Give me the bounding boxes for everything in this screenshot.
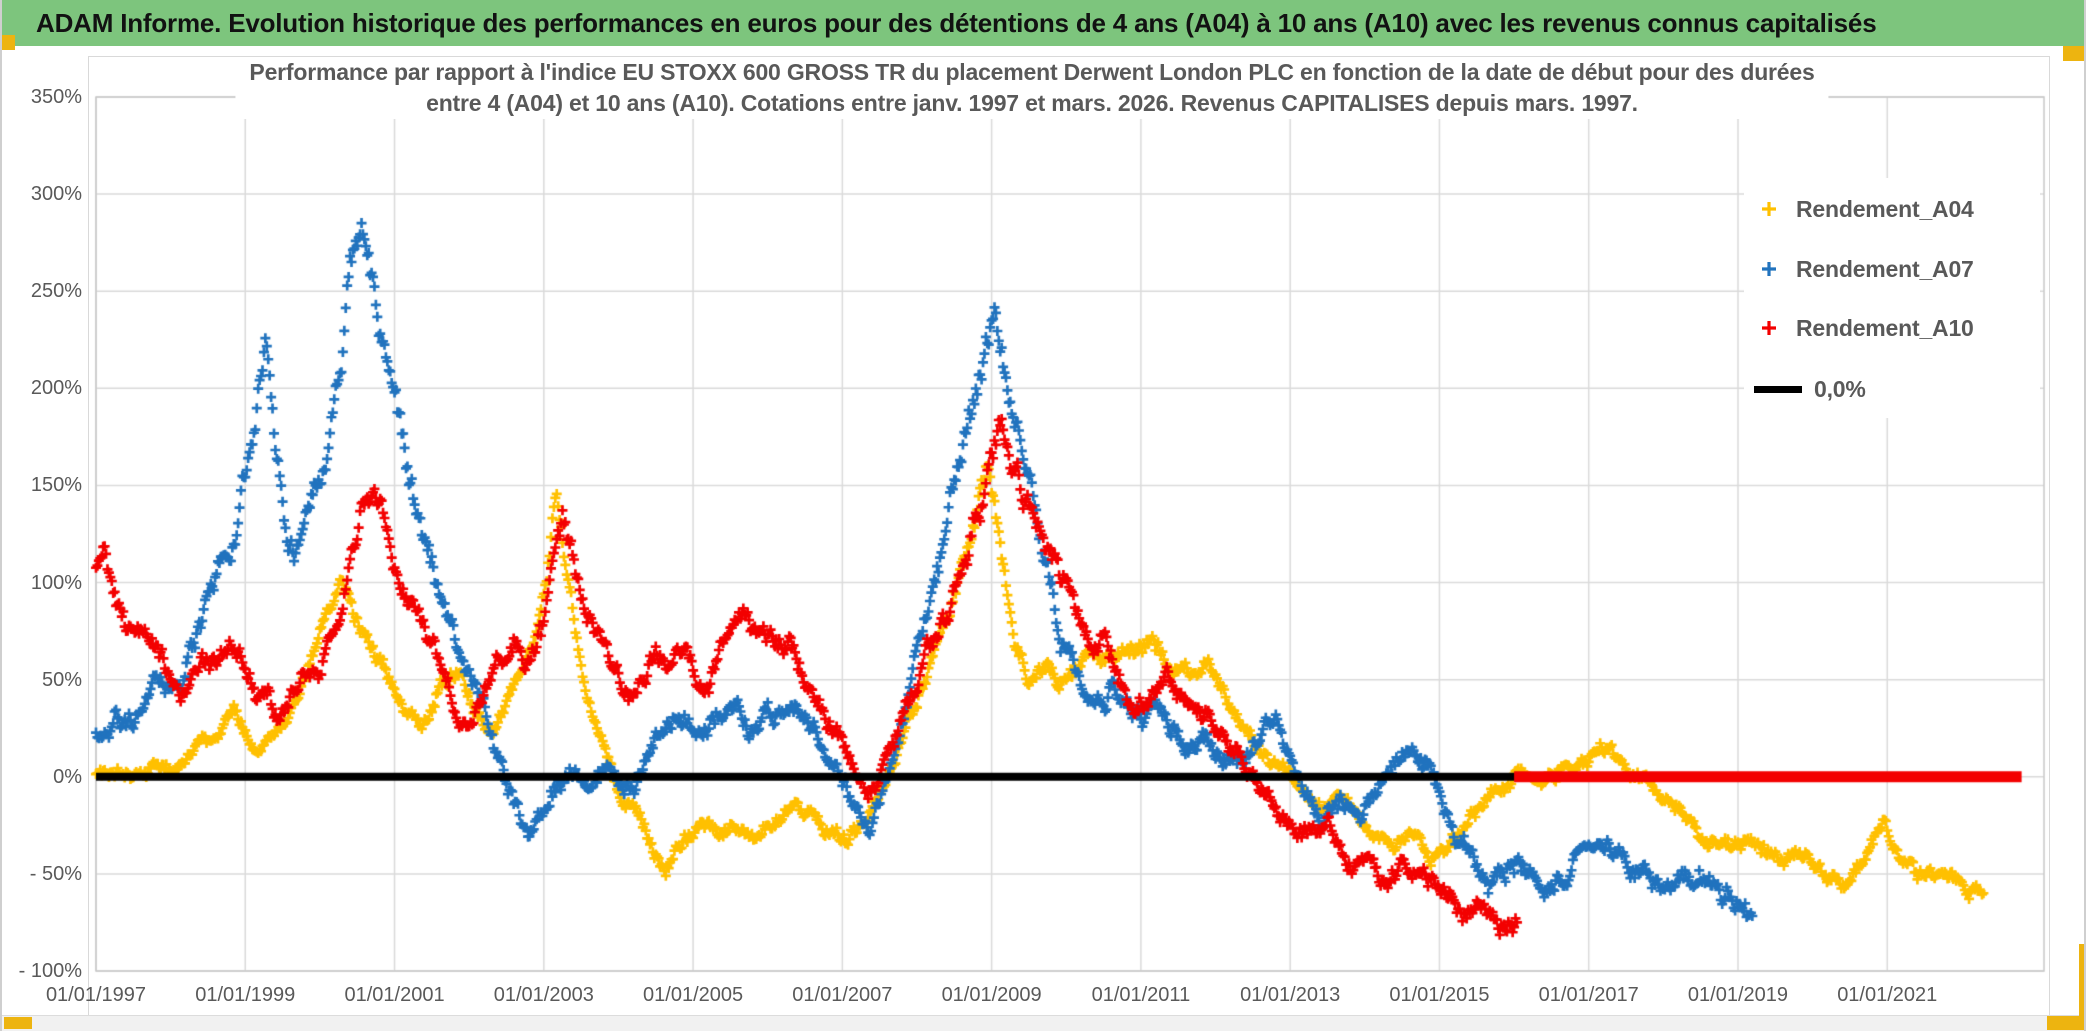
y-tick-label: 50% bbox=[41, 668, 82, 691]
legend-label: 0,0% bbox=[1814, 375, 1866, 402]
frame-accent-top-right bbox=[2063, 46, 2084, 61]
y-tick-label: 0% bbox=[53, 765, 82, 788]
x-tick-label: 01/01/2015 bbox=[1389, 984, 1490, 1006]
chart-title-line1: Performance par rapport à l'indice EU ST… bbox=[249, 59, 1815, 85]
plus-marker-icon bbox=[1762, 321, 1776, 335]
x-tick-label: 01/01/2021 bbox=[1837, 984, 1938, 1006]
y-tick-label: 350% bbox=[30, 86, 82, 108]
frame-accent-bottom-right bbox=[2047, 1016, 2084, 1030]
x-tick-label: 01/01/2019 bbox=[1687, 984, 1789, 1006]
legend-item-rendement-a04: Rendement_A04 bbox=[1752, 194, 1974, 224]
y-tick-label: 150% bbox=[30, 474, 82, 497]
x-tick-label: 01/01/2017 bbox=[1538, 984, 1639, 1006]
x-tick-label: 01/01/2005 bbox=[643, 984, 744, 1006]
x-tick-label: 01/01/2009 bbox=[941, 984, 1042, 1006]
x-tick-label: 01/01/1997 bbox=[45, 984, 147, 1006]
x-tick-label: 01/01/2007 bbox=[792, 984, 893, 1006]
frame-accent-bottom-left bbox=[4, 1017, 32, 1029]
y-tick-label: 200% bbox=[30, 377, 82, 400]
chart-title-line2: entre 4 (A04) et 10 ans (A10). Cotations… bbox=[426, 90, 1638, 116]
legend-label: Rendement_A10 bbox=[1796, 314, 1974, 341]
x-tick-label: 01/01/2013 bbox=[1240, 984, 1341, 1006]
y-tick-label: - 50% bbox=[29, 862, 82, 885]
legend-item-rendement-a07: Rendement_A07 bbox=[1752, 254, 1974, 284]
legend-label: Rendement_A04 bbox=[1796, 195, 1974, 222]
frame-accent-right-strip bbox=[2079, 944, 2084, 1016]
plus-marker-icon bbox=[1762, 262, 1776, 276]
legend-item-rendement-a10: Rendement_A10 bbox=[1752, 313, 1974, 343]
plus-marker-icon bbox=[1762, 202, 1776, 216]
x-tick-label: 01/01/2011 bbox=[1091, 984, 1191, 1006]
y-tick-label: - 100% bbox=[18, 960, 82, 982]
legend-item-0-0-: 0,0% bbox=[1752, 374, 1866, 404]
chart-title: Performance par rapport à l'indice EU ST… bbox=[235, 57, 1829, 119]
y-tick-label: 300% bbox=[30, 183, 82, 206]
legend-label: Rendement_A07 bbox=[1796, 255, 1974, 282]
y-tick-label: 250% bbox=[30, 280, 82, 303]
x-tick-label: 01/01/1999 bbox=[195, 984, 296, 1006]
legend: Rendement_A04 Rendement_A07 Rendement_A10 0… bbox=[1744, 178, 2040, 418]
bottom-strip bbox=[2, 1015, 2084, 1031]
x-tick-label: 01/01/2001 bbox=[344, 984, 445, 1006]
frame-accent-top-left bbox=[2, 35, 15, 50]
y-tick-label: 100% bbox=[30, 571, 82, 594]
zero-line-swatch-icon bbox=[1754, 385, 1802, 393]
x-tick-label: 01/01/2003 bbox=[493, 984, 594, 1006]
